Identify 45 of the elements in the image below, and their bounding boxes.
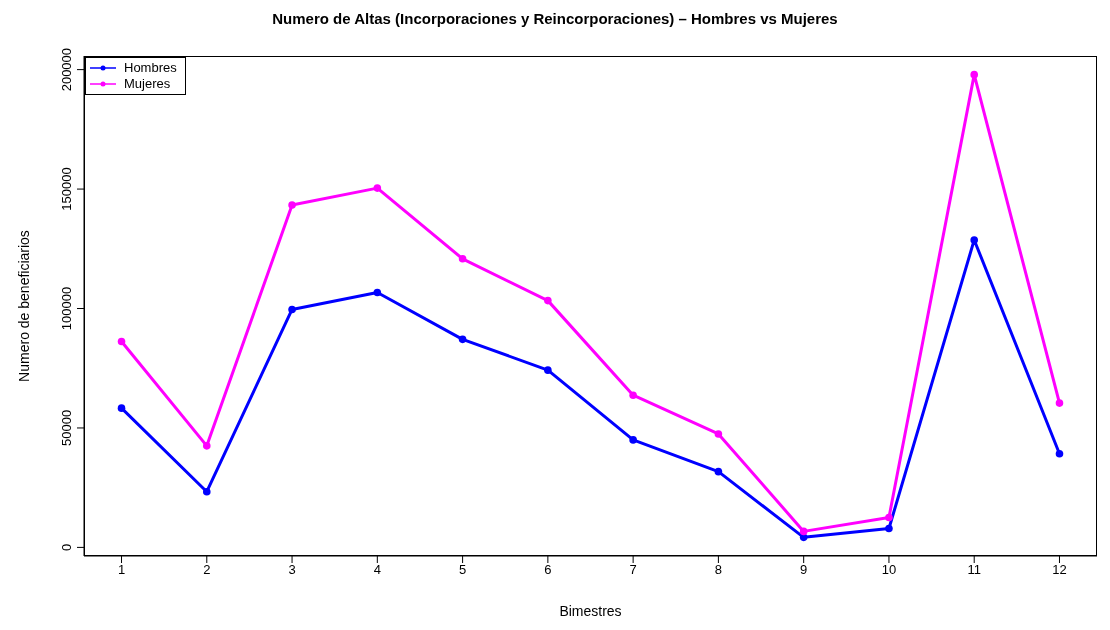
x-axis-title: Bimestres xyxy=(559,603,622,619)
legend-label: Hombres xyxy=(124,60,177,76)
x-tick-label: 12 xyxy=(1052,562,1067,578)
y-tick-label: 0 xyxy=(59,543,74,552)
x-tick-label: 4 xyxy=(373,562,381,578)
x-tick-label: 5 xyxy=(458,562,467,578)
point xyxy=(202,442,211,450)
x-tick-label: 10 xyxy=(881,562,897,578)
x-tick-label: 2 xyxy=(203,562,211,578)
point xyxy=(885,524,893,533)
x-tick-label: 11 xyxy=(967,562,981,578)
x-tick-label: 6 xyxy=(544,562,552,578)
point xyxy=(714,467,723,476)
point xyxy=(1055,399,1064,407)
point xyxy=(458,255,467,263)
y-axis-title: Numero de beneficiarios xyxy=(15,230,32,382)
point xyxy=(714,430,723,438)
x-tick-label: 8 xyxy=(714,562,723,578)
point xyxy=(117,404,126,412)
point xyxy=(117,337,126,346)
x-tick-label: 1 xyxy=(117,562,126,578)
point xyxy=(799,527,808,536)
x-tick-label: 7 xyxy=(629,562,637,578)
point xyxy=(629,391,637,400)
point xyxy=(373,184,382,192)
legend-label: Mujeres xyxy=(124,76,171,92)
point xyxy=(202,487,211,496)
point xyxy=(288,201,296,209)
point xyxy=(458,335,467,344)
point xyxy=(544,366,552,374)
point xyxy=(629,436,637,444)
chart-title: Numero de Altas (Incorporaciones y Reincorporaciones) – Hombres vs Mujeres xyxy=(271,10,839,27)
point xyxy=(1055,449,1064,458)
y-tick-label: 150000 xyxy=(59,167,74,211)
point xyxy=(373,288,382,297)
x-tick-label: 9 xyxy=(800,562,808,578)
point xyxy=(970,70,979,79)
y-tick-label: 50000 xyxy=(59,409,74,447)
point xyxy=(544,296,552,305)
x-tick-label: 3 xyxy=(288,562,296,578)
y-tick-label: 100000 xyxy=(59,286,74,331)
point xyxy=(970,236,979,244)
point xyxy=(885,513,893,522)
y-tick-label: 200000 xyxy=(59,47,74,92)
point xyxy=(288,305,296,314)
